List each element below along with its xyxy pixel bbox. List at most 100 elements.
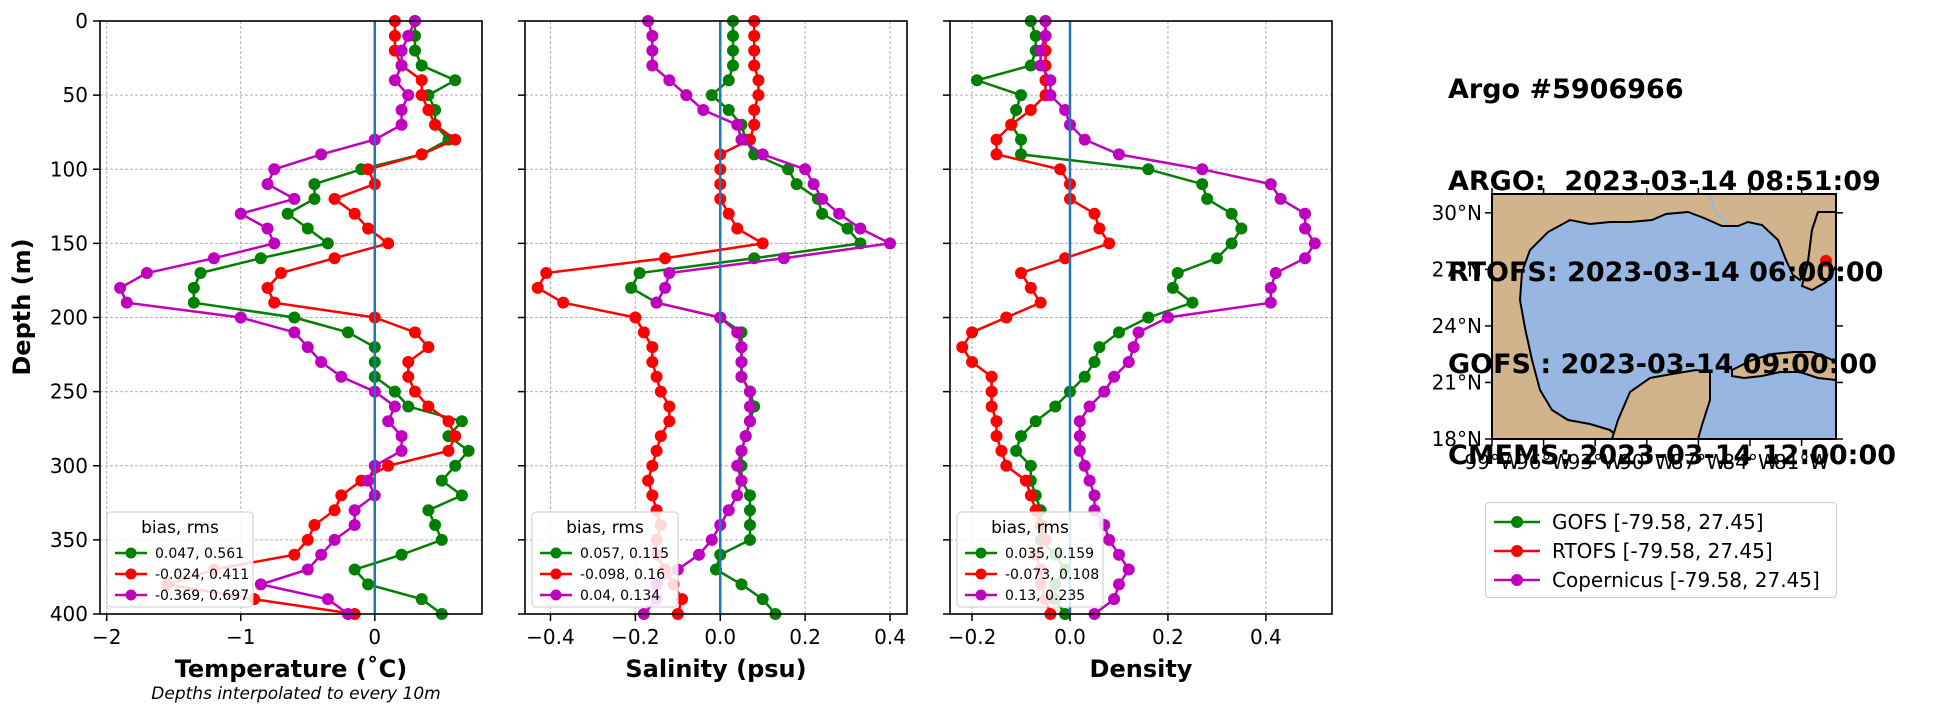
data-point	[395, 118, 408, 131]
data-point	[1103, 533, 1116, 546]
data-point	[261, 222, 274, 235]
map-lat-label: 24°N	[1432, 314, 1482, 338]
data-point	[435, 474, 448, 487]
data-point	[646, 489, 659, 502]
y-tick-label: 0	[75, 9, 88, 33]
data-point	[756, 148, 769, 161]
map-lon-label: 81°W	[1774, 450, 1829, 474]
data-point	[956, 341, 969, 354]
data-point	[1083, 474, 1096, 487]
data-point	[442, 444, 455, 457]
data-point	[1019, 474, 1032, 487]
data-point	[990, 430, 1003, 443]
data-point	[1044, 89, 1057, 102]
data-point	[1108, 370, 1121, 383]
data-point	[455, 415, 468, 428]
data-point	[301, 563, 314, 576]
data-point	[726, 29, 739, 42]
data-point	[705, 533, 718, 546]
legend-box	[531, 511, 679, 608]
data-point	[194, 267, 207, 280]
data-point	[1225, 237, 1238, 250]
data-point	[1108, 593, 1121, 606]
data-point	[1054, 163, 1067, 176]
data-point	[743, 400, 756, 413]
data-point	[1186, 296, 1199, 309]
data-point	[1093, 341, 1106, 354]
data-point	[415, 59, 428, 72]
data-point	[782, 163, 795, 176]
y-tick-label: 150	[50, 231, 88, 255]
map-lon-label: 84°W	[1722, 450, 1777, 474]
map-lat-label: 27°N	[1432, 257, 1482, 281]
y-tick-label: 400	[50, 602, 88, 626]
data-point	[1112, 548, 1125, 561]
legend-entry: -0.024, 0.411	[155, 567, 249, 583]
data-point	[422, 400, 435, 413]
data-point	[120, 296, 133, 309]
data-point	[777, 252, 790, 265]
data-point	[1049, 400, 1062, 413]
data-point	[1005, 118, 1018, 131]
data-point	[748, 44, 761, 57]
salinity-panel: −0.4 −0.2 0.0 0.2 0.4 Salinity (psu) bias, rms…	[518, 15, 908, 683]
data-point	[816, 207, 829, 220]
data-point	[854, 222, 867, 235]
data-point	[1034, 296, 1047, 309]
rtofs-swatch	[1494, 544, 1540, 557]
map-lon-label: 90°W	[1619, 450, 1674, 474]
map-lat-label: 30°N	[1432, 201, 1482, 225]
data-point	[301, 533, 314, 546]
gofs-time: GOFS : 2023-03-14 09:00:00	[1448, 348, 1878, 380]
data-point	[187, 296, 200, 309]
data-point	[637, 326, 650, 339]
data-point	[884, 237, 897, 250]
x-tick-label: −1	[226, 625, 255, 649]
data-point	[362, 163, 375, 176]
argo-time: ARGO: 2023-03-14 08:51:09	[1448, 165, 1881, 197]
data-point	[650, 296, 663, 309]
data-point	[1264, 178, 1277, 191]
data-point	[726, 59, 739, 72]
legend-entry: 0.04, 0.134	[580, 588, 660, 604]
density-panel: −0.2 0.0 0.2 0.4 Density bias, rms 0.035, 0.15…	[943, 15, 1333, 683]
data-point	[1015, 430, 1028, 443]
data-point	[1015, 148, 1028, 161]
data-point	[1196, 178, 1209, 191]
data-point	[735, 474, 748, 487]
data-point	[807, 178, 820, 191]
data-point	[402, 29, 415, 42]
y-tick-label: 100	[50, 157, 88, 181]
data-point	[388, 29, 401, 42]
argo-location-marker	[1820, 254, 1833, 267]
data-point	[1142, 311, 1155, 324]
data-point	[362, 578, 375, 591]
data-point	[985, 370, 998, 383]
data-point	[650, 444, 663, 457]
data-point	[1073, 415, 1086, 428]
map-lon-label: 93°W	[1568, 450, 1623, 474]
data-point	[395, 548, 408, 561]
data-point	[274, 267, 287, 280]
data-point	[288, 326, 301, 339]
data-point	[1269, 267, 1282, 280]
data-point	[335, 489, 348, 502]
data-point	[1112, 148, 1125, 161]
legend-title: bias, rms	[566, 518, 644, 538]
data-point	[646, 459, 659, 472]
data-point	[1127, 341, 1140, 354]
data-point	[1093, 222, 1106, 235]
data-point	[654, 430, 667, 443]
data-point	[1225, 207, 1238, 220]
data-point	[328, 504, 341, 517]
data-point	[731, 326, 744, 339]
x-tick-label: 0.2	[789, 625, 821, 649]
data-point	[408, 385, 421, 398]
data-point	[1024, 281, 1037, 294]
data-point	[335, 370, 348, 383]
data-point	[646, 59, 659, 72]
data-point	[735, 444, 748, 457]
data-point	[382, 459, 395, 472]
x-tick-label: −0.2	[948, 625, 997, 649]
